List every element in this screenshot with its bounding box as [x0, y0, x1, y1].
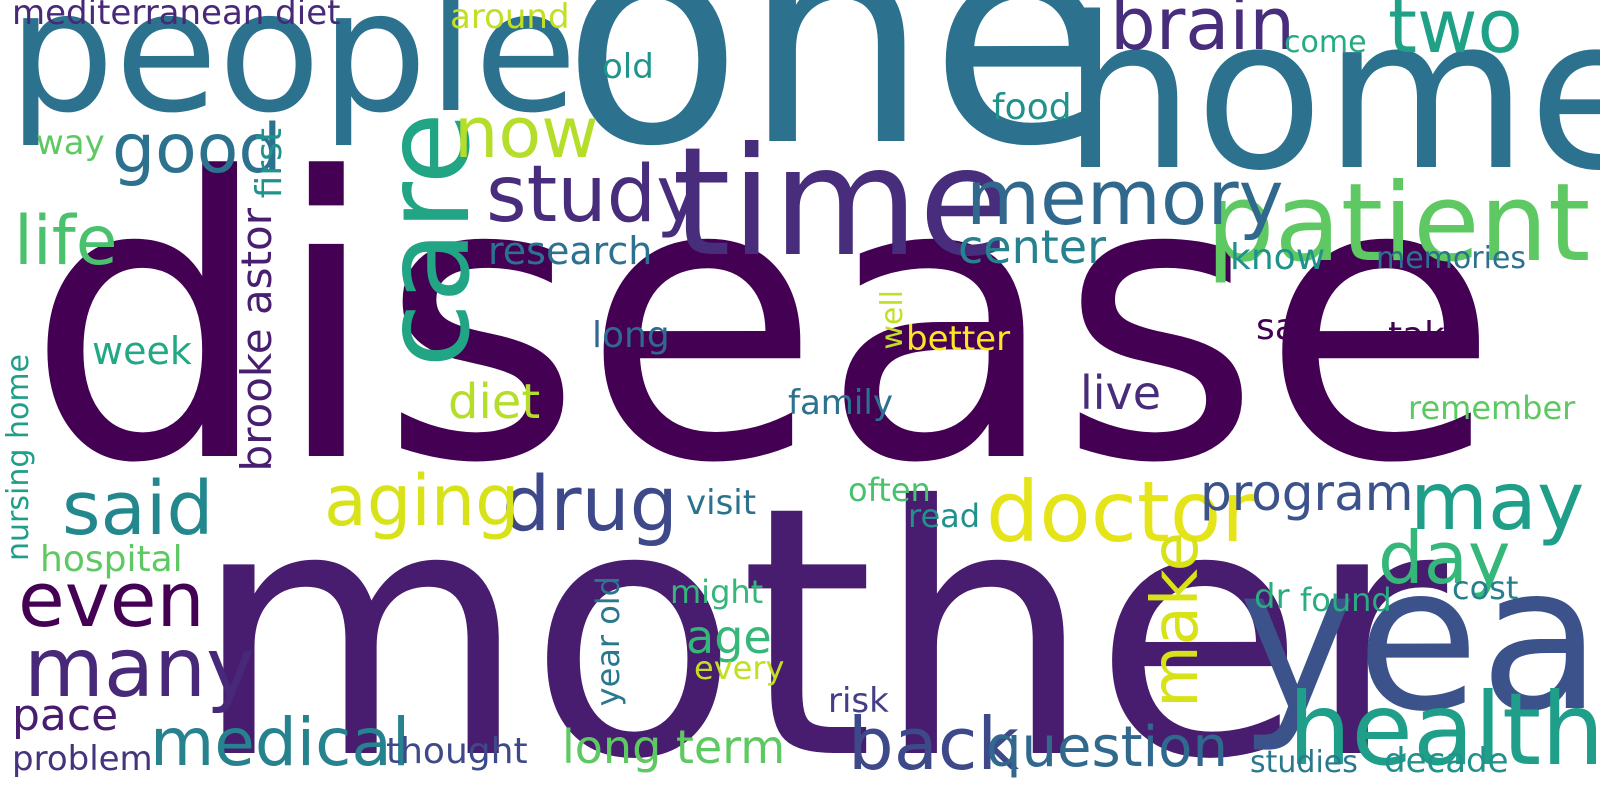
word-risk: risk — [828, 681, 889, 721]
word-long: long — [592, 315, 670, 356]
word-make: make — [1139, 532, 1213, 708]
word-problem: problem — [12, 739, 153, 779]
word-year: year — [1238, 523, 1600, 756]
word-take: take — [1388, 315, 1466, 356]
word-hospital: hospital — [40, 539, 183, 580]
word-year-old: year old — [589, 576, 627, 707]
word-life: life — [14, 202, 118, 281]
word-brain: brain — [1110, 0, 1296, 66]
word-old: old — [602, 47, 654, 87]
word-memory: memory — [966, 153, 1284, 242]
word-patient: patient — [1206, 161, 1591, 286]
word-come: come — [1284, 25, 1367, 60]
word-time: time — [672, 116, 1011, 290]
word-family: family — [788, 383, 893, 423]
word-diet: diet — [448, 374, 541, 430]
word-research: research — [488, 229, 653, 273]
word-say: say — [1256, 307, 1319, 348]
word-brooke-astor: brooke astor — [232, 208, 281, 472]
word-know: know — [1230, 237, 1326, 278]
word-now: now — [454, 92, 599, 174]
word-pace: pace — [12, 690, 119, 741]
word-said: said — [62, 466, 214, 552]
word-good: good — [112, 110, 282, 189]
word-first: first — [249, 128, 290, 199]
word-found: found — [1300, 581, 1392, 619]
word-read: read — [908, 497, 981, 535]
word-food: food — [992, 87, 1072, 128]
word-often: often — [848, 471, 931, 509]
word-many: many — [24, 621, 255, 716]
word-better: better — [906, 319, 1011, 359]
word-one: one — [562, 0, 1111, 211]
word-mother: mother — [192, 434, 1448, 800]
word-health: health — [1288, 671, 1600, 788]
word-question: question — [986, 715, 1228, 780]
word-age: age — [686, 610, 772, 664]
word-studies: studies — [1250, 745, 1358, 780]
word-people: people — [8, 0, 578, 150]
word-live: live — [1080, 366, 1162, 420]
word-even: even — [18, 555, 205, 644]
word-disease: disease — [26, 96, 1500, 548]
word-back: back — [848, 702, 1020, 786]
word-two: two — [1388, 0, 1523, 70]
word-dr: dr — [1254, 577, 1290, 617]
word-drug: drug — [502, 459, 678, 548]
word-aging: aging — [324, 460, 520, 542]
word-well: well — [875, 290, 910, 350]
word-nursing-home: nursing home — [1, 354, 36, 561]
word-medical: medical — [150, 704, 411, 781]
word-visit: visit — [686, 483, 757, 523]
word-long-term: long term — [562, 720, 786, 774]
word-might: might — [670, 573, 764, 611]
word-program: program — [1200, 464, 1414, 522]
word-remember: remember — [1408, 389, 1576, 427]
word-day: day — [1378, 516, 1511, 600]
word-around: around — [450, 0, 570, 37]
word-study: study — [486, 150, 703, 240]
word-mediterranean-diet: mediterranean diet — [12, 0, 341, 33]
word-home: home — [1062, 0, 1600, 217]
word-memories: memories — [1376, 241, 1527, 276]
word-cost: cost — [1452, 569, 1519, 607]
word-way: way — [36, 123, 105, 163]
word-may: may — [1410, 455, 1585, 548]
word-center: center — [958, 220, 1106, 274]
word-thought: thought — [386, 731, 528, 772]
word-decade: decade — [1384, 741, 1509, 781]
word-doctor: doctor — [986, 463, 1256, 561]
word-every: every — [694, 649, 785, 687]
word-week: week — [92, 329, 192, 373]
